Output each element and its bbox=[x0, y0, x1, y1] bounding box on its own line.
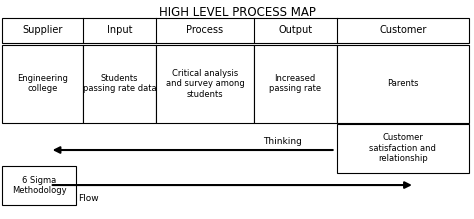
Text: Output: Output bbox=[278, 25, 312, 35]
Text: Parents: Parents bbox=[387, 79, 419, 88]
Bar bbox=[2, 166, 76, 205]
Text: Input: Input bbox=[107, 25, 132, 35]
Text: Supplier: Supplier bbox=[22, 25, 63, 35]
Text: Customer: Customer bbox=[379, 25, 427, 35]
Text: Students
passing rate data: Students passing rate data bbox=[83, 74, 156, 94]
Bar bbox=[337, 45, 469, 123]
Bar bbox=[337, 124, 469, 173]
Bar bbox=[83, 45, 156, 123]
Bar bbox=[254, 45, 337, 123]
Text: HIGH LEVEL PROCESS MAP: HIGH LEVEL PROCESS MAP bbox=[159, 5, 315, 19]
Text: Critical analysis
and survey among
students: Critical analysis and survey among stude… bbox=[165, 69, 245, 99]
Text: Increased
passing rate: Increased passing rate bbox=[269, 74, 321, 94]
Bar bbox=[2, 45, 83, 123]
Text: Flow: Flow bbox=[78, 194, 99, 203]
Text: Customer
satisfaction and
relationship: Customer satisfaction and relationship bbox=[369, 133, 437, 163]
Text: 6 Sigma
Methodology: 6 Sigma Methodology bbox=[12, 176, 66, 195]
Text: Process: Process bbox=[186, 25, 224, 35]
Text: Thinking: Thinking bbox=[263, 137, 301, 146]
Bar bbox=[156, 45, 254, 123]
Text: Engineering
college: Engineering college bbox=[17, 74, 68, 94]
Bar bbox=[2, 18, 469, 43]
